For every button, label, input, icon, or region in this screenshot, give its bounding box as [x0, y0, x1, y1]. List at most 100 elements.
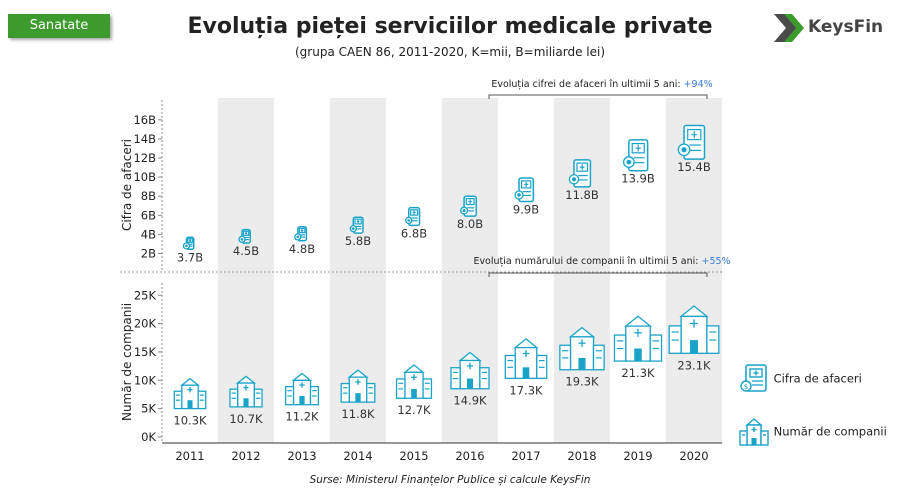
- hospital-roof: [291, 372, 313, 382]
- hospital-roof: [179, 377, 201, 386]
- revenue-data-label: 4.5B: [233, 244, 259, 258]
- coin-core: [351, 227, 355, 230]
- companies-mark: [504, 338, 548, 380]
- companies-data-label: 23.1K: [677, 358, 711, 372]
- y-tick-label-revenue: 8B: [141, 189, 156, 203]
- companies-mark: [173, 377, 207, 410]
- category-tag: Sanatate: [8, 14, 110, 38]
- revenue-mark: [294, 226, 308, 242]
- coin-core: [407, 219, 411, 222]
- column-band: [554, 98, 610, 443]
- receipt-box: [465, 197, 475, 206]
- coin-core: [517, 193, 521, 197]
- receipt-box: [687, 128, 702, 141]
- coin-core: [462, 209, 466, 213]
- revenue-mark: [349, 216, 364, 234]
- companies-mark: [613, 315, 663, 362]
- coin-core: [296, 235, 300, 239]
- revenue-data-label: 11.8B: [565, 188, 599, 202]
- x-tick-label: 2020: [679, 449, 708, 463]
- companies-growth-annotation: Evoluția numărului de companii în ultimi…: [473, 256, 730, 267]
- receipt-box: [410, 209, 419, 216]
- svg-text:$: $: [744, 383, 748, 391]
- coin-core: [185, 244, 188, 248]
- companies-mark: [284, 372, 320, 406]
- y-tick-label-revenue: 4B: [141, 227, 156, 241]
- receipt-box: [521, 180, 532, 189]
- companies-mark: [340, 369, 376, 403]
- y-tick-label-companies: 10K: [134, 373, 157, 387]
- y-tick-label-companies: 0K: [141, 430, 156, 444]
- y-tick-label-companies: 20K: [134, 317, 157, 331]
- keysfin-logo: KeysFin: [772, 11, 890, 45]
- x-tick-label: 2014: [343, 449, 372, 463]
- y-tick-label-revenue: 10B: [133, 170, 156, 184]
- x-tick-label: 2018: [567, 449, 596, 463]
- hospital-door: [411, 388, 417, 399]
- revenue-mark: [622, 139, 649, 172]
- companies-mark: [668, 305, 720, 354]
- receipt-box: [576, 162, 589, 172]
- x-tick-label: 2011: [175, 449, 204, 463]
- companies-mark: [229, 375, 263, 408]
- x-tick-label: 2013: [287, 449, 316, 463]
- companies-data-label: 10.3K: [173, 414, 207, 428]
- revenue-data-label: 5.8B: [345, 234, 371, 248]
- x-tick-label: 2017: [511, 449, 540, 463]
- revenue-mark: [460, 195, 477, 217]
- y-tick-label-revenue: 14B: [133, 132, 156, 146]
- hospital-icon: [739, 418, 769, 446]
- companies-data-label: 10.7K: [229, 412, 263, 426]
- x-tick-label: 2015: [399, 449, 428, 463]
- y-axis-title-companies: Număr de companii: [120, 303, 134, 421]
- y-tick-label-companies: 5K: [141, 402, 156, 416]
- hospital-door: [466, 378, 474, 389]
- coin-core: [626, 159, 632, 165]
- companies-mark: [450, 351, 490, 390]
- keysfin-logo-icon: [774, 14, 804, 42]
- hospital-roof: [513, 338, 539, 349]
- revenue-data-label: 8.0B: [457, 217, 483, 231]
- coin-core: [571, 177, 577, 182]
- companies-data-label: 12.7K: [397, 403, 431, 417]
- revenue-growth-annotation-bracket: [488, 94, 708, 99]
- coin-core: [240, 237, 244, 241]
- revenue-data-label: 15.4B: [677, 160, 711, 174]
- hospital-door: [522, 367, 530, 379]
- hospital-door: [634, 348, 642, 362]
- companies-data-label: 21.3K: [621, 366, 655, 380]
- y-tick-label-revenue: 16B: [133, 113, 156, 127]
- y-tick-label-revenue: 2B: [141, 247, 156, 261]
- receipt-box: [187, 238, 194, 243]
- page-title: Evoluția pieței serviciilor medicale pri…: [187, 14, 713, 39]
- receipt-box: [631, 142, 645, 154]
- revenue-data-label: 9.9B: [513, 203, 539, 217]
- y-tick-label-companies: 25K: [134, 288, 157, 302]
- legend-companies: Număr de companii: [738, 416, 887, 448]
- receipt-box: [242, 230, 250, 236]
- x-tick-label: 2012: [231, 449, 260, 463]
- hospital-door: [243, 398, 249, 407]
- hospital-door: [578, 357, 586, 370]
- companies-mark: [395, 364, 433, 399]
- hospital-door: [690, 340, 698, 354]
- receipt-box: [354, 218, 362, 225]
- revenue-data-label: 4.8B: [289, 242, 315, 256]
- revenue-mark: [514, 177, 535, 203]
- revenue-data-label: 3.7B: [177, 250, 203, 264]
- x-tick-label: 2016: [455, 449, 484, 463]
- companies-growth-annotation-bracket: [488, 272, 708, 277]
- revenue-mark: [677, 124, 706, 160]
- hospital-door: [299, 395, 305, 405]
- revenue-growth-annotation: Evoluția cifrei de afaceri în ultimii 5 …: [491, 79, 712, 90]
- logo-text: KeysFin: [808, 17, 884, 37]
- revenue-mark: [182, 236, 195, 251]
- legend-revenue: $ Cifra de afaceri: [738, 362, 862, 396]
- y-axis-title-revenue: Cifra de afaceri: [120, 139, 134, 231]
- receipt-icon: $: [740, 364, 767, 392]
- companies-data-label: 17.3K: [509, 383, 543, 397]
- hospital-door: [355, 393, 361, 403]
- legend-revenue-label: Cifra de afaceri: [773, 371, 862, 386]
- legend-companies-label: Număr de companii: [773, 424, 887, 439]
